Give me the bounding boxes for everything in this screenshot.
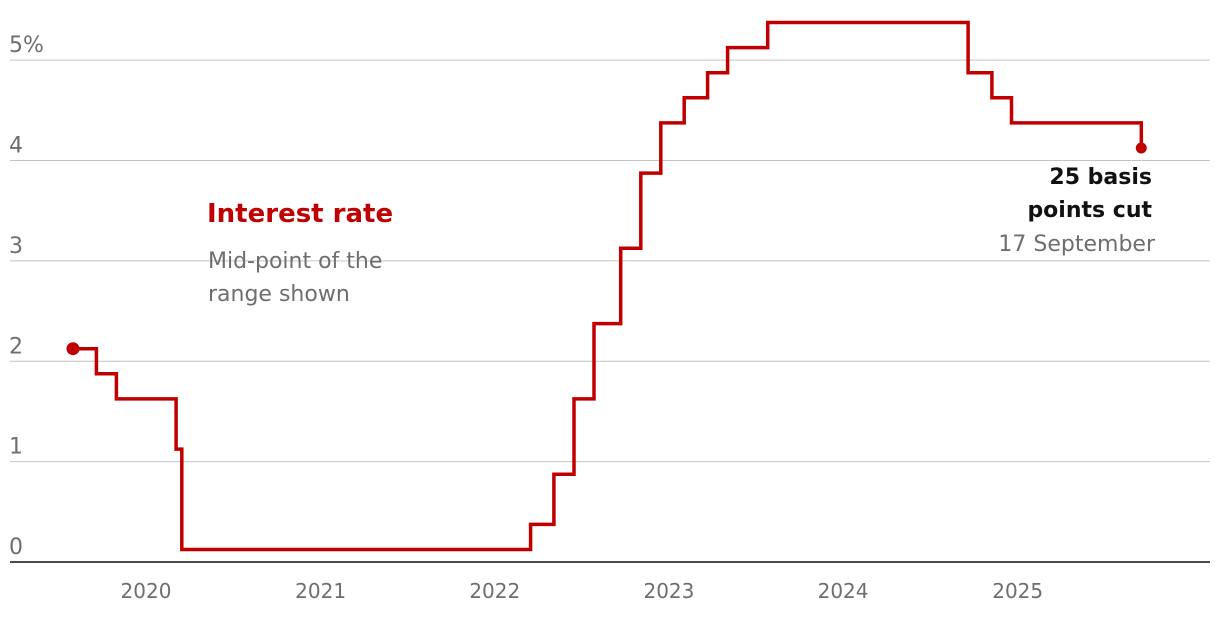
y-tick-label: 2 — [9, 334, 23, 359]
series-layer — [66, 20, 1147, 552]
y-tick-label: 4 — [9, 134, 23, 159]
series-line — [73, 20, 1144, 552]
x-tick-label: 2022 — [469, 579, 520, 603]
grid-lines — [10, 59, 1210, 463]
x-tick-label: 2023 — [643, 579, 694, 603]
annotation-date: 17 September — [998, 232, 1156, 257]
x-tick-label: 2021 — [295, 579, 346, 603]
last-point-annotation: 25 basis points cut 17 September — [998, 165, 1156, 257]
legend-title: Interest rate — [207, 199, 393, 229]
x-axis-ticks: 2020 2021 2022 2023 2024 2025 — [121, 579, 1044, 603]
annotation-title-line: points cut — [1027, 198, 1152, 223]
legend-subtitle-line: Mid-point of the — [208, 249, 382, 274]
y-tick-label: 3 — [9, 234, 23, 259]
y-tick-label: 1 — [9, 435, 23, 460]
end-point-marker — [1135, 142, 1147, 154]
x-tick-label: 2020 — [121, 579, 172, 603]
legend-subtitle-line: range shown — [208, 282, 350, 307]
legend: Interest rate Mid-point of the range sho… — [207, 199, 393, 307]
start-point-marker — [66, 342, 80, 356]
y-tick-label: 0 — [9, 535, 23, 560]
x-tick-label: 2025 — [992, 579, 1043, 603]
x-tick-label: 2024 — [818, 579, 869, 603]
y-axis-ticks: 0 1 2 3 4 5% — [9, 33, 44, 560]
y-tick-label: 5% — [9, 33, 44, 58]
annotation-title-line: 25 basis — [1049, 165, 1152, 190]
